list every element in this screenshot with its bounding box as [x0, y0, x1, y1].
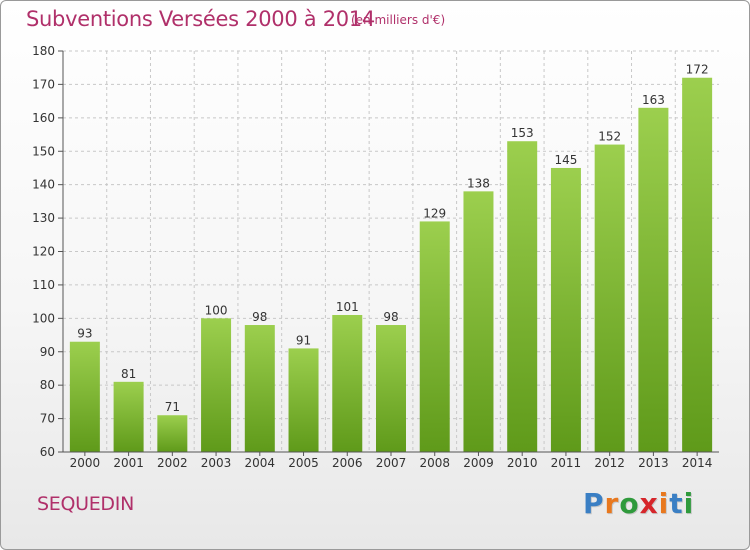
data-labels: 93 81 71 100 98 91 101 98 129 138 153 145 152 163 172 [77, 63, 708, 415]
x-tick-label: 2006 [332, 456, 363, 470]
data-label: 172 [686, 63, 709, 77]
bar-2006 [332, 314, 363, 452]
y-tick-label: 90 [40, 345, 55, 359]
x-tick-label: 2012 [594, 456, 625, 470]
bar-2009 [463, 191, 494, 452]
x-tick-label: 2001 [113, 456, 144, 470]
logo-letter: r [604, 487, 620, 520]
x-tick-label: 2002 [157, 456, 188, 470]
logo-letter: t [669, 487, 684, 520]
bar-2013 [638, 107, 669, 452]
logo-letter: P [583, 487, 605, 520]
data-label: 152 [598, 130, 621, 144]
x-tick-label: 2011 [551, 456, 582, 470]
data-label: 93 [77, 327, 92, 341]
y-tick-label: 140 [32, 178, 55, 192]
y-tick-label: 110 [32, 278, 55, 292]
proxiti-logo: Proxiti [583, 487, 694, 520]
chart-subtitle: (en milliers d'€) [351, 13, 446, 27]
data-label: 101 [336, 300, 359, 314]
bar-2008 [419, 221, 450, 452]
x-tick-label: 2010 [507, 456, 538, 470]
bar-2002 [157, 415, 188, 452]
y-tick-label: 60 [40, 445, 55, 459]
bar-2010 [507, 141, 538, 452]
logo-letter: i [683, 487, 695, 520]
x-tick-label: 2005 [288, 456, 319, 470]
data-label: 145 [554, 153, 577, 167]
x-tick-label: 2013 [638, 456, 669, 470]
data-label: 71 [165, 400, 180, 414]
y-tick-label: 80 [40, 378, 55, 392]
bar-2011 [550, 167, 581, 453]
data-label: 100 [205, 303, 228, 317]
y-tick-label: 70 [40, 412, 55, 426]
x-tick-label: 2009 [463, 456, 494, 470]
bar-2012 [594, 144, 625, 453]
y-tick-label: 100 [32, 311, 55, 325]
data-label: 153 [511, 126, 534, 140]
bar-2005 [288, 348, 319, 452]
x-tick-label: 2014 [682, 456, 713, 470]
axes: 60 70 80 90 100 110 120 130 140 150 160 170 180 2000 2… [32, 44, 719, 470]
data-label: 98 [252, 310, 267, 324]
data-label: 163 [642, 93, 665, 107]
bar-2014 [682, 77, 713, 452]
bars [69, 77, 713, 453]
y-tick-label: 170 [32, 77, 55, 91]
data-label: 138 [467, 176, 490, 190]
logo-letter: x [639, 487, 659, 520]
y-tick-label: 120 [32, 245, 55, 259]
data-label: 91 [296, 333, 311, 347]
x-tick-label: 2008 [419, 456, 450, 470]
data-label: 129 [423, 206, 446, 220]
bar-2004 [244, 325, 275, 452]
data-label: 81 [121, 367, 136, 381]
data-label: 98 [383, 310, 398, 324]
y-tick-label: 180 [32, 44, 55, 58]
city-name: SEQUEDIN [37, 493, 134, 515]
logo-letter: o [619, 487, 640, 520]
x-tick-label: 2004 [245, 456, 276, 470]
x-tick-label: 2000 [70, 456, 101, 470]
y-tick-label: 130 [32, 211, 55, 225]
bar-2007 [376, 325, 406, 452]
logo-letter: i [658, 487, 670, 520]
bar-2003 [201, 318, 232, 452]
x-tick-label: 2003 [201, 456, 232, 470]
bar-2001 [113, 381, 144, 452]
x-tick-label: 2007 [376, 456, 407, 470]
chart-title: Subventions Versées 2000 à 2014 [26, 7, 375, 31]
bar-2000 [69, 341, 100, 452]
y-tick-label: 150 [32, 144, 55, 158]
y-tick-label: 160 [32, 111, 55, 125]
